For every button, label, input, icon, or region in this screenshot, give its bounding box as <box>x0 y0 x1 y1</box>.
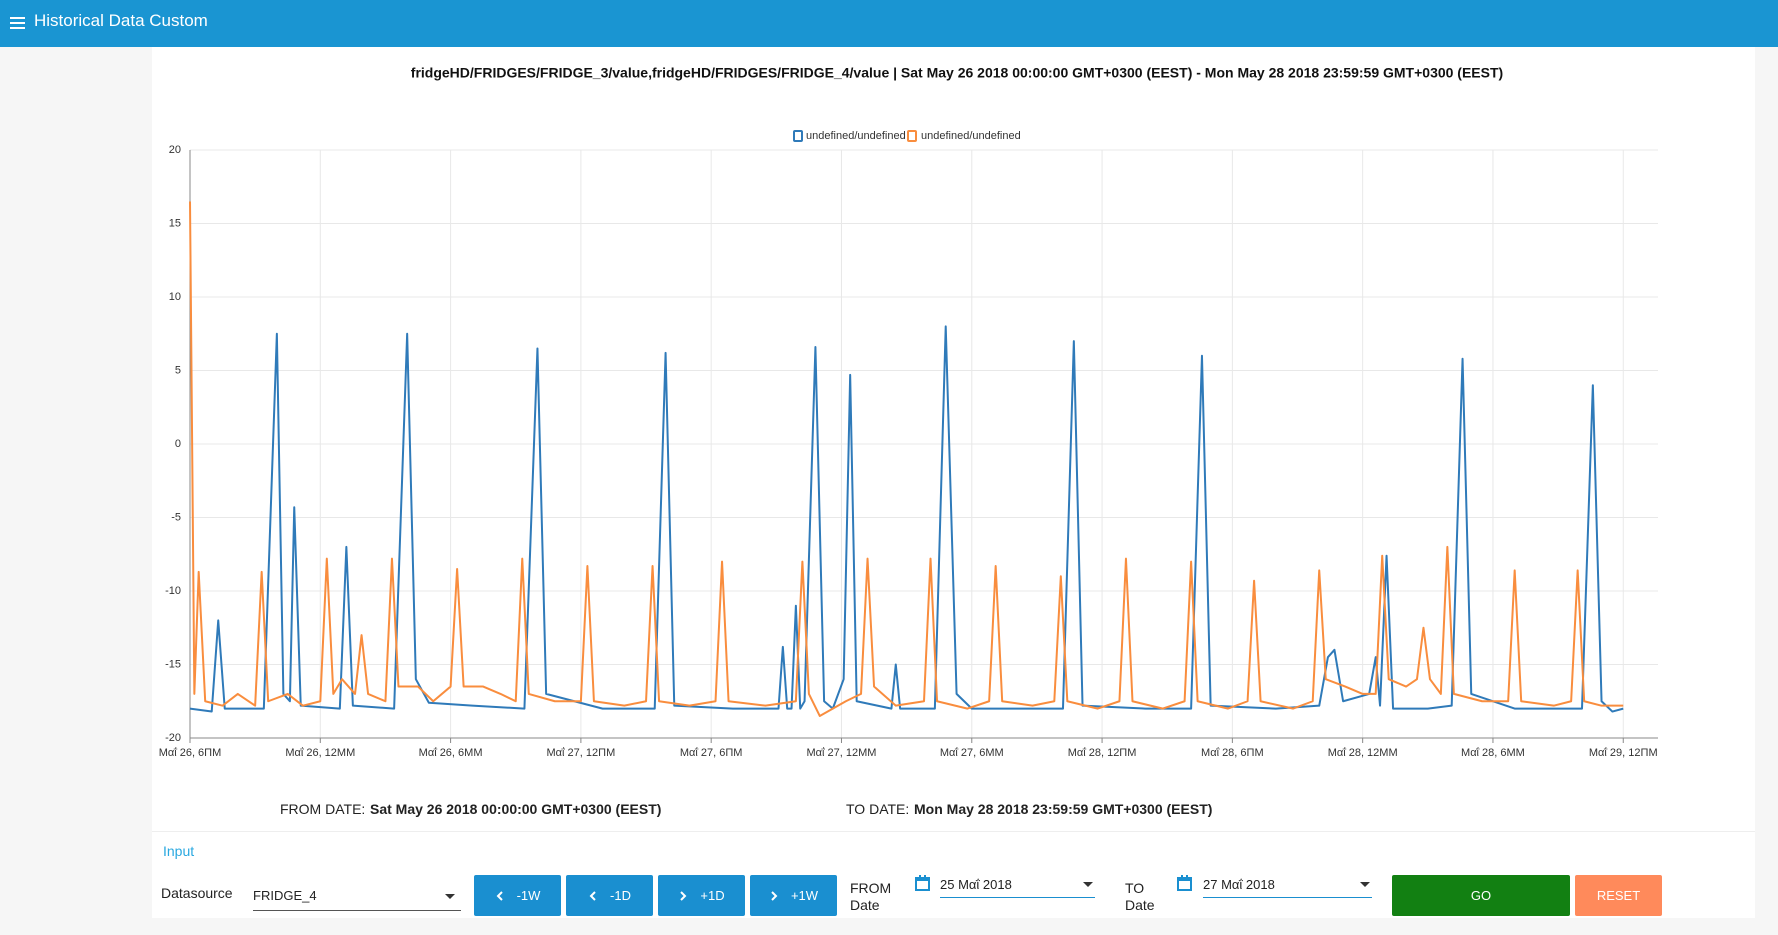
datasource-select[interactable]: FRIDGE_4 <box>253 888 461 911</box>
chart-title: fridgeHD/FRIDGES/FRIDGE_3/value,fridgeHD… <box>411 65 1503 81</box>
caret <box>1360 882 1370 887</box>
x-tick-label: Μαΐ 27, 6ΠΜ <box>680 747 743 759</box>
caret <box>1083 882 1093 887</box>
x-tick-label: Μαΐ 29, 12ΠΜ <box>1589 747 1658 759</box>
menu-icon[interactable] <box>9 14 27 32</box>
datasource-label: Datasource <box>161 885 233 901</box>
to-date-label: TO DATE: <box>846 801 910 817</box>
x-tick-label: Μαΐ 27, 12ΠΜ <box>547 747 616 759</box>
from-label: FROM Date <box>850 880 892 913</box>
y-tick-label: -15 <box>165 658 181 670</box>
button-label: +1W <box>790 888 819 903</box>
from-date-text: 25 Μαΐ 2018 <box>940 877 1012 892</box>
shift-button[interactable]: -1D <box>566 875 653 916</box>
chevron <box>680 890 687 901</box>
button-label: +1D <box>700 888 725 903</box>
x-tick-label: Μαΐ 27, 12ΜΜ <box>807 747 877 759</box>
y-tick-label: 5 <box>175 364 181 376</box>
y-tick-label: 10 <box>169 291 181 303</box>
datasource-value: FRIDGE_4 <box>253 888 317 903</box>
go-button[interactable]: GO <box>1392 875 1570 916</box>
caret <box>445 894 455 899</box>
chevron <box>589 890 596 901</box>
divider <box>152 831 1755 832</box>
y-tick-label: -20 <box>165 732 181 744</box>
legend-swatch <box>793 130 803 142</box>
shift-button[interactable]: +1W <box>750 875 837 916</box>
chevron <box>771 890 778 901</box>
app-title: Historical Data Custom <box>34 11 208 30</box>
y-tick-label: -10 <box>165 585 181 597</box>
legend-swatch <box>907 130 917 142</box>
to-date-field[interactable]: 27 Μαΐ 2018 <box>1203 877 1372 898</box>
button-label: -1W <box>516 888 541 903</box>
shift-button[interactable]: -1W <box>474 875 561 916</box>
to-label: TO Date <box>1125 880 1155 913</box>
x-tick-label: Μαΐ 26, 12ΜΜ <box>285 747 355 759</box>
app-bar: Historical Data Custom <box>0 0 1778 47</box>
y-tick-label: 20 <box>169 144 181 156</box>
y-tick-label: 0 <box>175 438 181 450</box>
from-date-value: Sat May 26 2018 00:00:00 GMT+0300 (EEST) <box>370 801 662 817</box>
x-tick-label: Μαΐ 26, 6ΜΜ <box>419 747 483 759</box>
legend-label: undefined/undefined <box>806 130 906 142</box>
card <box>152 47 1755 918</box>
calendar-icon[interactable] <box>914 874 932 892</box>
button-label: -1D <box>610 888 631 903</box>
series-line <box>189 201 1624 717</box>
x-tick-label: Μαΐ 26, 6ΠΜ <box>159 747 222 759</box>
x-tick-label: Μαΐ 28, 6ΜΜ <box>1461 747 1525 759</box>
reset-button[interactable]: RESET <box>1575 875 1662 916</box>
chart: fridgeHD/FRIDGES/FRIDGE_3/value,fridgeHD… <box>159 65 1658 759</box>
legend-label: undefined/undefined <box>921 130 1021 142</box>
section-title: Input <box>163 843 195 859</box>
to-date-value: Mon May 28 2018 23:59:59 GMT+0300 (EEST) <box>914 801 1213 817</box>
shift-button[interactable]: +1D <box>658 875 745 916</box>
x-tick-label: Μαΐ 28, 6ΠΜ <box>1201 747 1264 759</box>
calendar-icon[interactable] <box>1176 874 1194 892</box>
x-tick-label: Μαΐ 28, 12ΠΜ <box>1068 747 1137 759</box>
x-tick-label: Μαΐ 27, 6ΜΜ <box>940 747 1004 759</box>
from-date-label: FROM DATE: <box>280 801 366 817</box>
to-date-text: 27 Μαΐ 2018 <box>1203 877 1275 892</box>
x-tick-label: Μαΐ 28, 12ΜΜ <box>1328 747 1398 759</box>
y-tick-label: 15 <box>169 217 181 229</box>
chevron <box>496 890 503 901</box>
series-line <box>189 325 1624 713</box>
y-tick-label: -5 <box>171 511 181 523</box>
from-date-field[interactable]: 25 Μαΐ 2018 <box>940 877 1095 898</box>
